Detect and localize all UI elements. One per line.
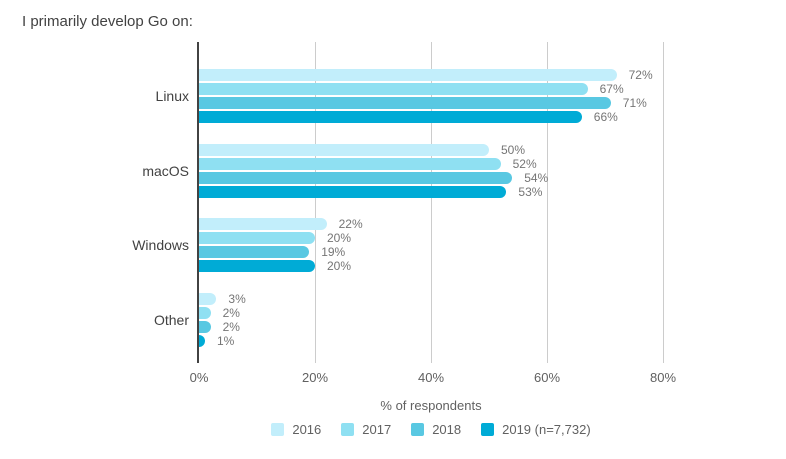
category-label: Other <box>153 312 189 328</box>
gridline <box>547 42 548 363</box>
legend-swatch-icon <box>341 423 355 436</box>
bar-linux-2016 <box>199 69 617 81</box>
bar-windows-2016 <box>199 218 327 231</box>
value-label: 66% <box>593 110 618 124</box>
x-tick-label: 40% <box>417 370 445 385</box>
category-label: Windows <box>132 237 189 254</box>
legend-item-2018: 2018 <box>411 422 461 437</box>
value-label: 19% <box>321 245 346 260</box>
value-label: 54% <box>524 170 549 185</box>
x-tick-label: 20% <box>301 370 329 385</box>
x-tick-label: 80% <box>649 370 677 385</box>
legend: 2016 2017 2018 2019 (n=7,732) <box>199 422 663 437</box>
category-label: Linux <box>155 88 189 104</box>
legend-label: 2019 (n=7,732) <box>502 422 591 437</box>
gridline <box>315 42 316 363</box>
value-label: 2% <box>222 306 240 320</box>
bar-linux-2018 <box>199 97 611 109</box>
legend-label: 2016 <box>292 422 322 437</box>
legend-item-2019: 2019 (n=7,732) <box>481 422 591 437</box>
value-label: 20% <box>327 231 352 246</box>
legend-item-2016: 2016 <box>271 422 321 437</box>
legend-swatch-icon <box>411 423 425 436</box>
value-label: 22% <box>338 217 363 232</box>
value-label: 72% <box>628 68 653 82</box>
bar-linux-2019 <box>199 111 582 123</box>
legend-label: 2017 <box>362 422 392 437</box>
bar-linux-2017 <box>199 83 588 95</box>
legend-item-2017: 2017 <box>341 422 391 437</box>
x-tick-label: 0% <box>189 370 209 385</box>
bar-other-2018 <box>199 321 211 333</box>
value-label: 3% <box>228 292 246 306</box>
value-label: 71% <box>622 96 647 110</box>
chart-title: I primarily develop Go on: <box>22 13 193 30</box>
legend-swatch-icon <box>481 423 495 436</box>
plot-area: 72% 67% 71% 66% 50% 52% 54% 53% 22% 20% 19% 20% 3% 2%… <box>197 42 664 363</box>
value-label: 53% <box>518 184 543 199</box>
bar-macos-2016 <box>199 143 489 156</box>
gridline <box>663 42 664 363</box>
legend-label: 2018 <box>432 422 462 437</box>
value-label: 67% <box>599 82 624 96</box>
bar-macos-2017 <box>199 157 501 170</box>
bar-windows-2018 <box>199 246 310 259</box>
bar-macos-2019 <box>199 185 507 198</box>
bar-other-2016 <box>199 293 217 305</box>
bar-other-2019 <box>199 335 205 347</box>
value-label: 1% <box>217 334 235 348</box>
bar-windows-2019 <box>199 260 315 273</box>
value-label: 20% <box>327 259 352 274</box>
x-tick-label: 60% <box>533 370 561 385</box>
value-label: 2% <box>222 320 240 334</box>
bar-other-2017 <box>199 307 211 319</box>
value-label: 52% <box>512 156 537 171</box>
bar-windows-2017 <box>199 232 315 245</box>
x-axis-label: % of respondents <box>380 398 482 413</box>
value-label: 50% <box>501 142 526 157</box>
legend-swatch-icon <box>271 423 285 436</box>
category-label: macOS <box>142 162 189 179</box>
gridline <box>431 42 432 363</box>
y-axis-line <box>197 42 199 363</box>
bar-macos-2018 <box>199 171 513 184</box>
